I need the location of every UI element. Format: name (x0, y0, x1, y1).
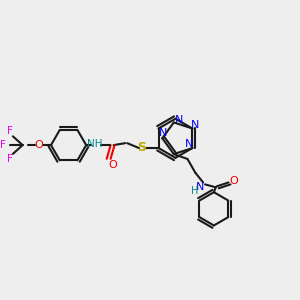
Text: O: O (229, 176, 238, 187)
Text: NH: NH (87, 139, 103, 149)
Text: S: S (137, 141, 146, 154)
Text: N: N (196, 182, 204, 192)
Text: H: H (190, 186, 198, 196)
Text: O: O (34, 140, 43, 150)
Text: F: F (7, 126, 13, 136)
Text: N: N (159, 128, 167, 138)
Text: F: F (0, 140, 6, 150)
Text: N: N (191, 120, 200, 130)
Text: O: O (108, 160, 117, 170)
Text: N: N (175, 116, 183, 125)
Text: N: N (185, 139, 194, 149)
Text: F: F (7, 154, 13, 164)
